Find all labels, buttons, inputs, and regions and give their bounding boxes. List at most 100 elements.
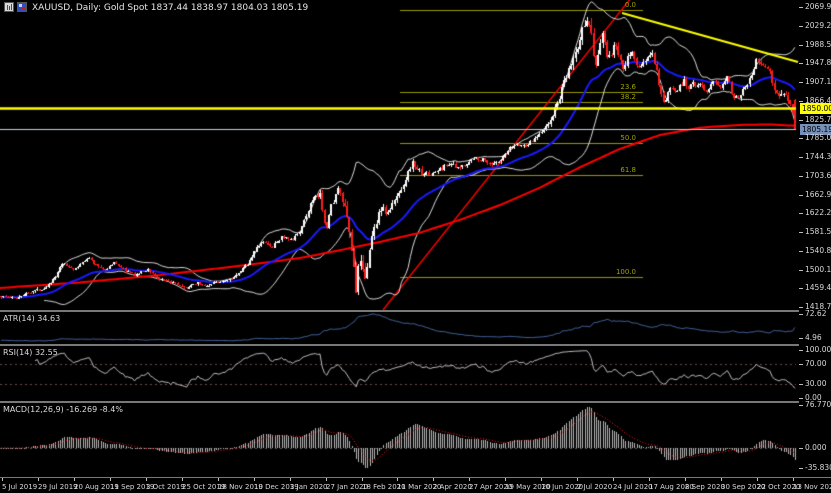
price-tick-mark bbox=[799, 213, 803, 214]
price-tick-mark bbox=[799, 26, 803, 27]
time-tick-label: 22 Oct 2020 bbox=[757, 483, 801, 491]
time-tick-mark bbox=[326, 478, 327, 481]
time-tick-mark bbox=[649, 478, 650, 481]
rsi-tick-mark bbox=[799, 398, 803, 399]
rsi-panel-canvas[interactable] bbox=[0, 346, 799, 401]
macd-axis-label: 76.770 bbox=[805, 400, 831, 409]
price-tick-mark bbox=[799, 232, 803, 233]
time-tick-mark bbox=[38, 478, 39, 481]
time-tick-label: 27 Jan 2020 bbox=[326, 483, 368, 491]
time-tick-mark bbox=[433, 478, 434, 481]
time-tick-label: 5 Jul 2019 bbox=[2, 483, 38, 491]
atr-panel-canvas[interactable] bbox=[0, 312, 799, 344]
time-tick-mark bbox=[721, 478, 722, 481]
time-tick-mark bbox=[613, 478, 614, 481]
rsi-axis-label: 70.00 bbox=[805, 359, 827, 368]
time-tick-mark bbox=[74, 478, 75, 481]
time-tick-label: 19 May 2020 bbox=[505, 483, 551, 491]
rsi-tick-mark bbox=[799, 364, 803, 365]
chart-title: XAUUSD, Daily: Gold Spot 1837.44 1838.97… bbox=[32, 3, 309, 13]
time-tick-label: 10 Dec 2019 bbox=[254, 483, 299, 491]
time-tick-label: 10 Jun 2020 bbox=[541, 483, 584, 491]
rsi-tick-mark bbox=[799, 350, 803, 351]
time-tick-mark bbox=[2, 478, 3, 481]
panel-separator[interactable] bbox=[0, 344, 831, 346]
time-tick-label: 17 Aug 2020 bbox=[649, 483, 694, 491]
price-tick-mark bbox=[799, 270, 803, 271]
time-tick-label: 13 Nov 2020 bbox=[793, 483, 831, 491]
time-tick-label: 27 Apr 2020 bbox=[469, 483, 513, 491]
fibonacci-level-label: 61.8 bbox=[620, 166, 636, 174]
price-tick-label: 1540.80 bbox=[805, 246, 831, 255]
price-tick-mark bbox=[799, 251, 803, 252]
atr-label: ATR(14) 34.63 bbox=[3, 314, 61, 323]
time-tick-mark bbox=[793, 478, 794, 481]
time-tick-mark bbox=[218, 478, 219, 481]
time-axis-separator bbox=[0, 477, 831, 478]
fibonacci-level-label: 38.2 bbox=[620, 93, 636, 101]
price-tick-label: 1581.50 bbox=[805, 227, 831, 236]
time-tick-label: 2 Apr 2020 bbox=[433, 483, 472, 491]
panel-separator[interactable] bbox=[0, 401, 831, 403]
time-tick-mark bbox=[146, 478, 147, 481]
time-tick-mark bbox=[254, 478, 255, 481]
price-tick-mark bbox=[799, 101, 803, 102]
time-tick-mark bbox=[577, 478, 578, 481]
chart-window-icon[interactable] bbox=[4, 2, 14, 12]
price-tick-mark bbox=[799, 195, 803, 196]
price-tick-mark bbox=[799, 63, 803, 64]
price-tick-label: 1785.00 bbox=[805, 133, 831, 142]
price-tick-label: 1662.90 bbox=[805, 190, 831, 199]
price-tick-label: 1866.40 bbox=[805, 96, 831, 105]
rsi-tick-mark bbox=[799, 384, 803, 385]
time-tick-mark bbox=[757, 478, 758, 481]
time-tick-mark bbox=[362, 478, 363, 481]
atr-axis-label: 4.96 bbox=[805, 333, 822, 342]
symbol-flag-icon[interactable] bbox=[17, 2, 27, 12]
time-tick-label: 3 Oct 2019 bbox=[146, 483, 185, 491]
time-tick-label: 3 Jan 2020 bbox=[290, 483, 328, 491]
rsi-axis-label: 100.00 bbox=[805, 345, 831, 354]
panel-separator[interactable] bbox=[0, 310, 831, 312]
time-axis[interactable] bbox=[0, 478, 831, 493]
current-price-badge: 1805.19 bbox=[800, 124, 831, 135]
time-tick-mark bbox=[505, 478, 506, 481]
atr-tick-mark bbox=[799, 338, 803, 339]
fibonacci-level-label: 100.0 bbox=[615, 268, 636, 276]
time-tick-label: 30 Sep 2020 bbox=[721, 483, 766, 491]
rsi-axis-label: 0.00 bbox=[805, 393, 822, 402]
macd-label: MACD(12,26,9) -16.269 -8.4% bbox=[3, 405, 123, 414]
price-tick-label: 2069.90 bbox=[805, 2, 831, 11]
rsi-axis-label: 30.00 bbox=[805, 379, 827, 388]
main-chart-canvas[interactable] bbox=[0, 0, 799, 310]
time-tick-label: 2 Jul 2020 bbox=[577, 483, 613, 491]
price-tick-label: 1907.10 bbox=[805, 77, 831, 86]
fibonacci-level-label: 0.0 bbox=[624, 1, 636, 9]
macd-panel-canvas[interactable] bbox=[0, 403, 799, 477]
price-tick-mark bbox=[799, 288, 803, 289]
time-tick-label: 18 Feb 2020 bbox=[362, 483, 406, 491]
rsi-label: RSI(14) 32.55 bbox=[3, 348, 58, 357]
time-tick-label: 11 Sep 2019 bbox=[110, 483, 155, 491]
price-tick-mark bbox=[799, 45, 803, 46]
fibonacci-level-label: 23.6 bbox=[620, 83, 636, 91]
price-axis[interactable] bbox=[799, 0, 831, 477]
time-tick-mark bbox=[685, 478, 686, 481]
price-tick-mark bbox=[799, 138, 803, 139]
macd-axis-label: 0.000 bbox=[805, 443, 827, 452]
time-tick-mark bbox=[541, 478, 542, 481]
time-tick-mark bbox=[110, 478, 111, 481]
atr-tick-mark bbox=[799, 314, 803, 315]
time-tick-mark bbox=[469, 478, 470, 481]
fibonacci-level-label: 50.0 bbox=[620, 134, 636, 142]
price-tick-mark bbox=[799, 82, 803, 83]
price-tick-label: 1500.10 bbox=[805, 265, 831, 274]
time-tick-label: 11 Mar 2020 bbox=[397, 483, 442, 491]
price-tick-label: 2029.20 bbox=[805, 21, 831, 30]
time-tick-label: 18 Nov 2019 bbox=[218, 483, 263, 491]
atr-axis-label: 72.62 bbox=[805, 309, 827, 318]
price-tick-label: 1459.40 bbox=[805, 283, 831, 292]
time-tick-label: 25 Oct 2019 bbox=[182, 483, 226, 491]
price-tick-label: 1418.70 bbox=[805, 302, 831, 311]
